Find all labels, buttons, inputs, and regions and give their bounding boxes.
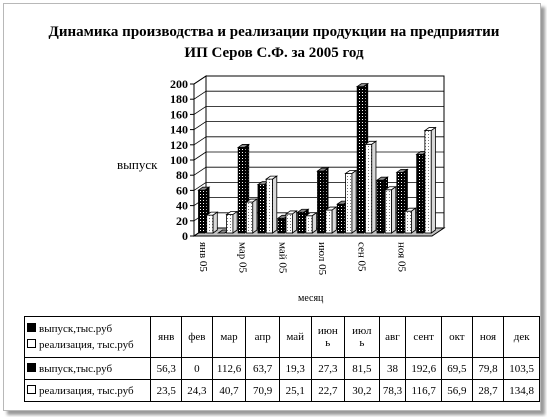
row-label-text-output: выпуск,тыс.руб: [39, 362, 113, 375]
table-cell: 56,3: [150, 357, 183, 380]
legend-label-sales: реализация, тыс.руб: [39, 339, 134, 351]
y-tick-label: 40: [176, 199, 188, 213]
month-header: фев: [181, 316, 213, 358]
bar-sales: [383, 185, 398, 234]
x-tick-label: мар 05: [237, 242, 249, 274]
gridline-side: [193, 106, 207, 115]
row-label-output: выпуск,тыс.руб: [23, 357, 152, 380]
gridline-side: [193, 136, 207, 146]
table-cell: 112,6: [211, 357, 247, 380]
gridline-side: [193, 90, 207, 100]
month-header: янв: [150, 316, 183, 358]
y-tick-label: 20: [176, 214, 188, 228]
gridline-side: [193, 121, 207, 130]
table-cell: 56,9: [441, 379, 473, 402]
table-cell: 81,5: [344, 357, 380, 380]
month-header: сент: [405, 316, 443, 358]
x-tick-label: сен 05: [356, 242, 368, 272]
bar-sales: [284, 210, 298, 234]
bar-sales: [324, 206, 338, 234]
bar-sales: [364, 140, 378, 234]
month-header: май: [278, 316, 312, 358]
table-cell: 25,1: [278, 379, 312, 402]
table-header-row: выпуск,тыс.руб реализация, тыс.руб янв ф…: [23, 316, 540, 358]
x-tick-label: июл 05: [316, 242, 328, 276]
y-tick-label: 180: [170, 92, 188, 106]
x-axis-label: месяц: [298, 293, 324, 304]
y-tick-label: 0: [182, 229, 188, 243]
y-tick-label: 160: [170, 107, 188, 121]
month-header: апр: [245, 316, 280, 358]
y-tick-label: 120: [170, 138, 188, 152]
y-axis-label: выпуск: [117, 157, 158, 172]
table-cell: 40,7: [211, 379, 247, 402]
table-cell: 30,2: [344, 379, 380, 402]
x-tick-label: май 05: [276, 242, 288, 274]
x-tick-label: янв 05: [197, 242, 209, 272]
table-cell: 38: [378, 357, 407, 380]
table-row-sales: реализация, тыс.руб 23,5 24,3 40,7 70,9 …: [23, 379, 540, 402]
table-cell: 134,8: [503, 379, 540, 402]
bar-sales: [205, 211, 219, 234]
table-cell: 70,9: [245, 379, 280, 402]
gridline-side: [193, 166, 207, 176]
legend-swatch-output: [27, 323, 36, 332]
gridline-side: [193, 75, 207, 85]
y-tick-label: 80: [176, 168, 188, 182]
chart-title: Динамика производства и реализации проду…: [48, 24, 500, 61]
month-header: окт: [441, 316, 473, 358]
table-cell: 79,8: [471, 357, 505, 380]
y-tick-label: 100: [170, 153, 188, 167]
table-row-output: выпуск,тыс.руб 56,3 0 112,6 63,7 19,3 27…: [23, 357, 540, 380]
table-cell: 28,7: [471, 379, 505, 402]
x-tick-label: ноя 05: [395, 242, 407, 272]
month-header: ноя: [471, 316, 505, 358]
table-cell: 24,3: [181, 379, 213, 402]
chart-frame: 0 20 40 60 80 100 120 140 160 180 200 янв 05 мар 05 м…: [3, 3, 541, 411]
bar-sales: [304, 211, 318, 234]
month-header: июл ь: [344, 316, 380, 358]
row-swatch-sales: [27, 384, 36, 394]
month-header: авг: [378, 316, 407, 358]
data-table: выпуск,тыс.руб реализация, тыс.руб янв ф…: [23, 316, 540, 402]
y-tick-label: 60: [176, 183, 188, 197]
table-cell: 23,5: [150, 379, 183, 402]
month-header: июн ь: [310, 316, 346, 358]
table-cell: 19,3: [278, 357, 312, 380]
legend-entry-sales: реализация, тыс.руб: [27, 337, 150, 353]
bar-sales: [245, 198, 259, 234]
bar-sales: [264, 175, 279, 234]
gridline-side: [193, 151, 207, 161]
bar-sales: [225, 210, 239, 234]
bar-sales: [423, 126, 437, 234]
table-cell: 0: [181, 357, 213, 380]
row-swatch-output: [27, 362, 36, 372]
row-label-sales: реализация, тыс.руб: [23, 379, 152, 402]
table-cell: 63,7: [245, 357, 280, 380]
bar-output: [395, 168, 409, 234]
month-header: дек: [503, 316, 540, 358]
legend-swatch-sales: [27, 339, 36, 348]
y-tick-label: 140: [170, 123, 188, 137]
legend-entry-output: выпуск,тыс.руб: [27, 321, 150, 337]
legend-label-output: выпуск,тыс.руб: [39, 323, 113, 335]
table-cell: 103,5: [503, 357, 540, 380]
row-label-text-sales: реализация, тыс.руб: [39, 384, 134, 397]
table-cell: 116,7: [405, 379, 443, 402]
table-cell: 27,3: [310, 357, 346, 380]
bar-sales: [403, 207, 417, 234]
table-cell: 22,7: [310, 379, 346, 402]
table-cell: 69,5: [441, 357, 473, 380]
table-cell: 78,3: [378, 379, 407, 402]
month-header: мар: [211, 316, 247, 358]
bar-sales: [344, 169, 358, 234]
table-cell: 192,6: [405, 357, 443, 380]
y-tick-label: 200: [170, 77, 188, 91]
gridline-side: [193, 182, 207, 191]
table-legend-header: выпуск,тыс.руб реализация, тыс.руб: [23, 316, 152, 358]
